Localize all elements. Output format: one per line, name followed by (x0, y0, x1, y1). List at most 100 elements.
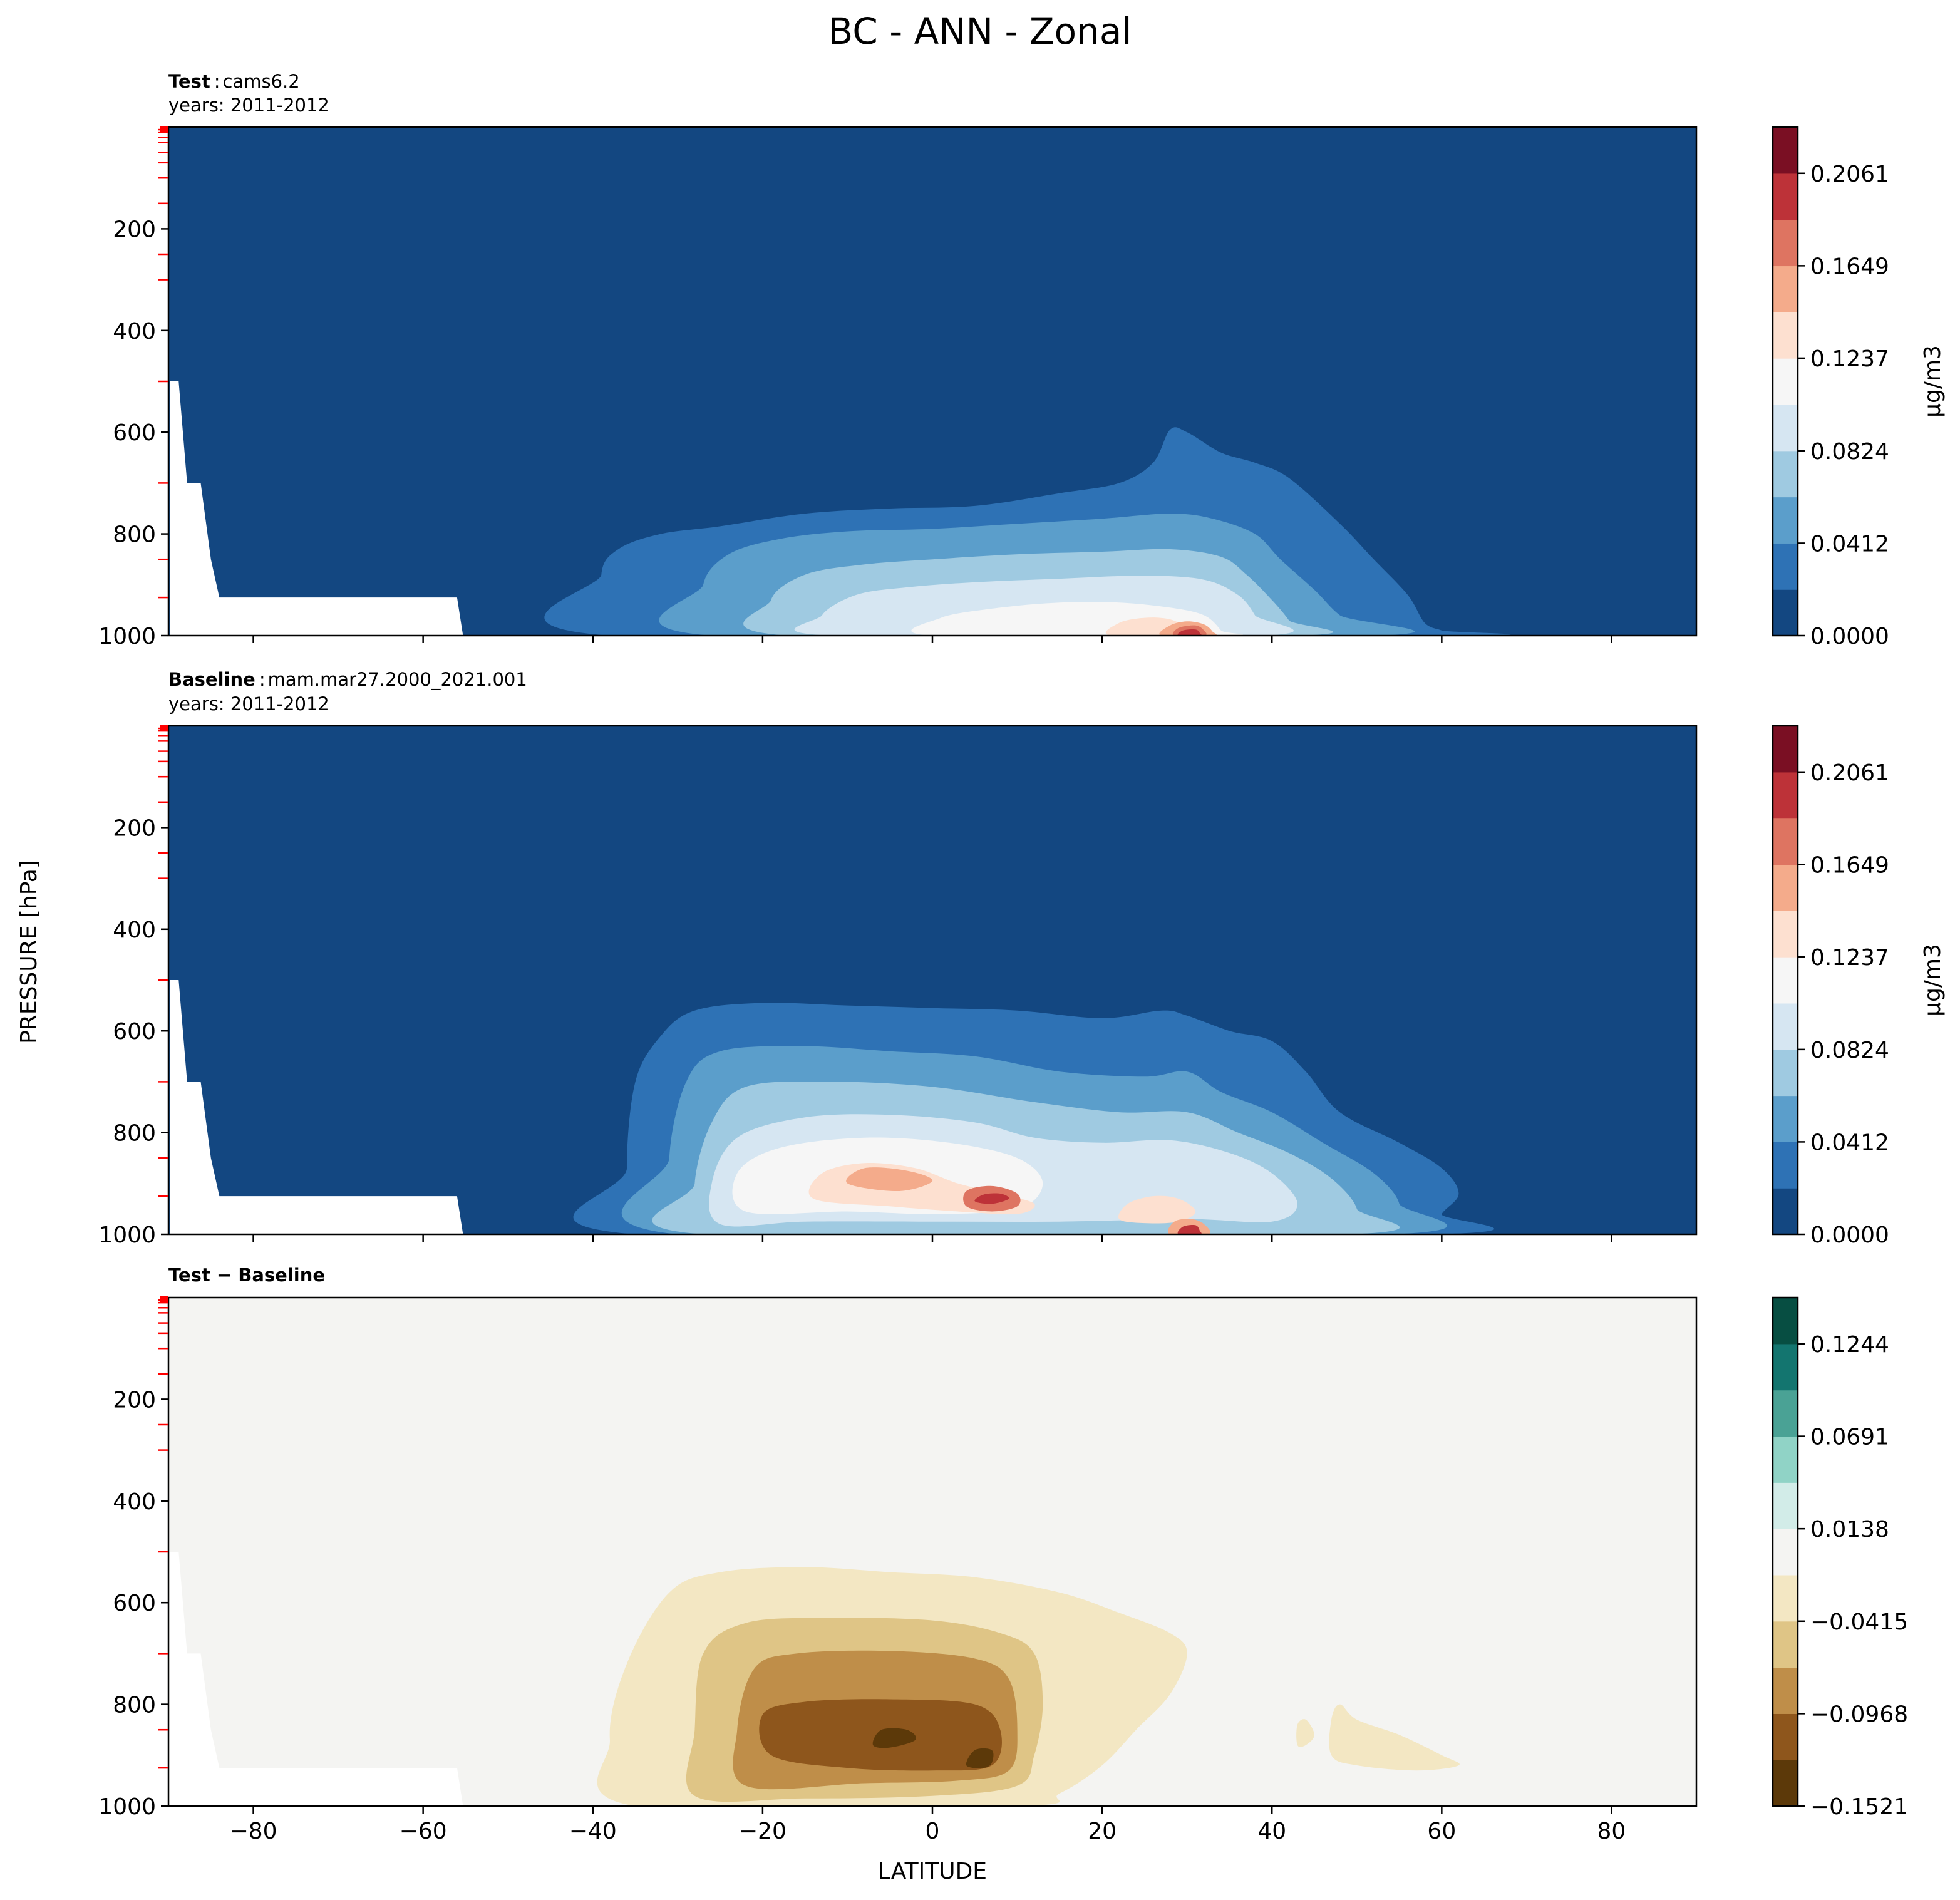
colorbar-baseline-swatch-9 (1773, 772, 1798, 819)
panel-baseline-plot (168, 726, 1696, 1234)
colorbar-baseline-swatch-10 (1773, 726, 1798, 773)
ytick-label-difference-4: 1000 (98, 1794, 156, 1820)
xtick-label-8: 80 (1597, 1819, 1626, 1844)
level-mark-top-test (160, 126, 168, 132)
panel-test-label-value: cams6.2 (223, 71, 300, 92)
colorbar-difference-swatch-5 (1773, 1529, 1798, 1576)
panel-test: Test: cams6.2 years: 2011-2012 200 400 600 8… (98, 71, 1946, 649)
colorbar-difference-tick-label-3: 0.0138 (1810, 1517, 1889, 1542)
figure-title: BC - ANN - Zonal (828, 10, 1132, 53)
colorbar-baseline-frame (1772, 725, 1799, 1236)
ytick-label-baseline-4: 1000 (98, 1222, 156, 1248)
contour-baseline-8 (974, 1193, 1009, 1204)
colorbar-baseline-swatch-0 (1773, 1188, 1798, 1235)
ytick-label-baseline-3: 800 (113, 1121, 156, 1147)
xtick-label-0: −80 (230, 1819, 277, 1844)
panel-baseline-label-sep: : (259, 669, 266, 690)
xtick-label-7: 60 (1427, 1819, 1456, 1844)
ytick-label-difference-1: 400 (113, 1489, 156, 1515)
colorbar-baseline-swatch-8 (1773, 818, 1798, 865)
xtick-label-6: 40 (1257, 1819, 1286, 1844)
colorbar-test-swatch-10 (1773, 127, 1798, 174)
contour-baseline-9 (1118, 1195, 1196, 1224)
contour-baseline-11 (1177, 1224, 1202, 1234)
colorbar-test-tick-label-1: 0.0412 (1810, 531, 1889, 557)
colorbar-difference-swatch-4 (1773, 1574, 1798, 1622)
colorbar-test-label: μg/m3 (1920, 345, 1946, 418)
colorbar-baseline-swatch-4 (1773, 1003, 1798, 1050)
panel-baseline-label-value: mam.mar27.2000_2021.001 (268, 669, 527, 690)
colorbar-test-tick-label-2: 0.0824 (1810, 439, 1889, 465)
ytick-label-difference-0: 200 (113, 1387, 156, 1413)
colorbar-test-swatch-0 (1773, 589, 1798, 636)
ytick-label-test-4: 1000 (98, 624, 156, 649)
xtick-label-4: 0 (926, 1819, 940, 1844)
colorbar-baseline-swatch-2 (1773, 1095, 1798, 1142)
colorbar-difference-swatch-0 (1773, 1760, 1798, 1807)
ytick-label-baseline-2: 600 (113, 1019, 156, 1045)
panel-difference-plot (168, 1298, 1696, 1806)
ytick-label-baseline-0: 200 (113, 815, 156, 841)
colorbar-difference-swatch-7 (1773, 1436, 1798, 1483)
terrain-mask-difference (170, 1552, 463, 1806)
colorbar-difference-swatch-1 (1773, 1713, 1798, 1760)
xtick-label-3: −20 (739, 1819, 787, 1844)
panel-test-years: years: 2011-2012 (168, 95, 329, 116)
colorbar-baseline-swatch-5 (1773, 957, 1798, 1004)
panel-baseline-label-bold: Baseline (168, 669, 255, 690)
colorbar-test-swatch-4 (1773, 404, 1798, 452)
colorbar-test-swatch-1 (1773, 543, 1798, 590)
xtick-label-5: 20 (1088, 1819, 1117, 1844)
terrain-mask-baseline (170, 980, 463, 1234)
xtick-label-2: −40 (569, 1819, 617, 1844)
panel-baseline-years: years: 2011-2012 (168, 693, 329, 715)
colorbar-baseline-label: μg/m3 (1920, 944, 1946, 1016)
colorbar-baseline-swatch-3 (1773, 1049, 1798, 1097)
colorbar-baseline-swatch-6 (1773, 911, 1798, 958)
contour-difference-7 (1329, 1704, 1460, 1771)
colorbar-test-tick-label-5: 0.2061 (1810, 162, 1889, 187)
ytick-label-test-3: 800 (113, 522, 156, 548)
panel-baseline-label: Baseline: mam.mar27.2000_2021.001 (168, 669, 527, 690)
colorbar-test-swatch-3 (1773, 450, 1798, 498)
contour-difference-4 (872, 1728, 917, 1748)
colorbar-test-swatch-6 (1773, 312, 1798, 359)
colorbar-baseline-tick-label-5: 0.2061 (1810, 760, 1889, 786)
panel-test-label-sep: : (214, 71, 220, 92)
colorbar-baseline-tick-label-4: 0.1649 (1810, 852, 1889, 878)
level-mark-top-difference (160, 1296, 168, 1303)
contour-test-8 (1177, 629, 1202, 636)
colorbar-difference-tick-label-5: 0.1244 (1810, 1332, 1889, 1358)
colorbar-test-frame (1772, 126, 1799, 637)
xtick-label-1: −60 (400, 1819, 447, 1844)
colorbar-test-swatch-2 (1773, 497, 1798, 544)
panel-test-axes: 200 400 600 800 1000 (98, 126, 1612, 649)
ytick-label-test-2: 600 (113, 420, 156, 446)
colorbar-difference-swatch-10 (1773, 1298, 1798, 1345)
terrain-mask-test (170, 381, 463, 636)
contour-difference-5 (966, 1748, 994, 1768)
panel-baseline: Baseline: mam.mar27.2000_2021.001 years: … (98, 669, 1946, 1248)
colorbar-difference-swatch-9 (1773, 1343, 1798, 1391)
y-axis-label: PRESSURE [hPa] (16, 860, 42, 1044)
colorbar-baseline-tick-label-1: 0.0412 (1810, 1130, 1889, 1155)
colorbar-baseline-swatch-7 (1773, 864, 1798, 911)
panel-difference-label: Test − Baseline (168, 1264, 325, 1286)
contour-baseline-6 (846, 1167, 933, 1192)
panel-difference: Test − Baseline −80 −60 −40 −20 0 20 40 60 80 200… (98, 1264, 1908, 1844)
colorbar-difference-tick-label-0: −0.1521 (1810, 1794, 1908, 1820)
colorbar-difference-tick-label-1: −0.0968 (1810, 1701, 1908, 1727)
colorbar-baseline-tick-label-0: 0.0000 (1810, 1222, 1889, 1248)
panel-difference-axes: −80 −60 −40 −20 0 20 40 60 80 200 400 600 800 1000 (98, 1296, 1626, 1844)
panel-test-label-bold: Test (168, 71, 210, 92)
contour-difference-6 (1296, 1719, 1314, 1747)
colorbar-test-swatch-8 (1773, 219, 1798, 267)
x-axis-label: LATITUDE (878, 1859, 987, 1884)
colorbar-baseline-tick-label-2: 0.0824 (1810, 1038, 1889, 1063)
colorbar-test-tick-label-0: 0.0000 (1810, 624, 1889, 649)
ytick-label-baseline-1: 400 (113, 917, 156, 943)
colorbar-difference-tick-label-4: 0.0691 (1810, 1425, 1889, 1450)
level-mark-top-baseline (160, 725, 168, 731)
colorbar-difference-swatch-3 (1773, 1621, 1798, 1668)
panel-test-colorbar: 0.0000 0.0412 0.0824 0.1237 0.1649 0.2061 μg/m… (1772, 126, 1946, 649)
